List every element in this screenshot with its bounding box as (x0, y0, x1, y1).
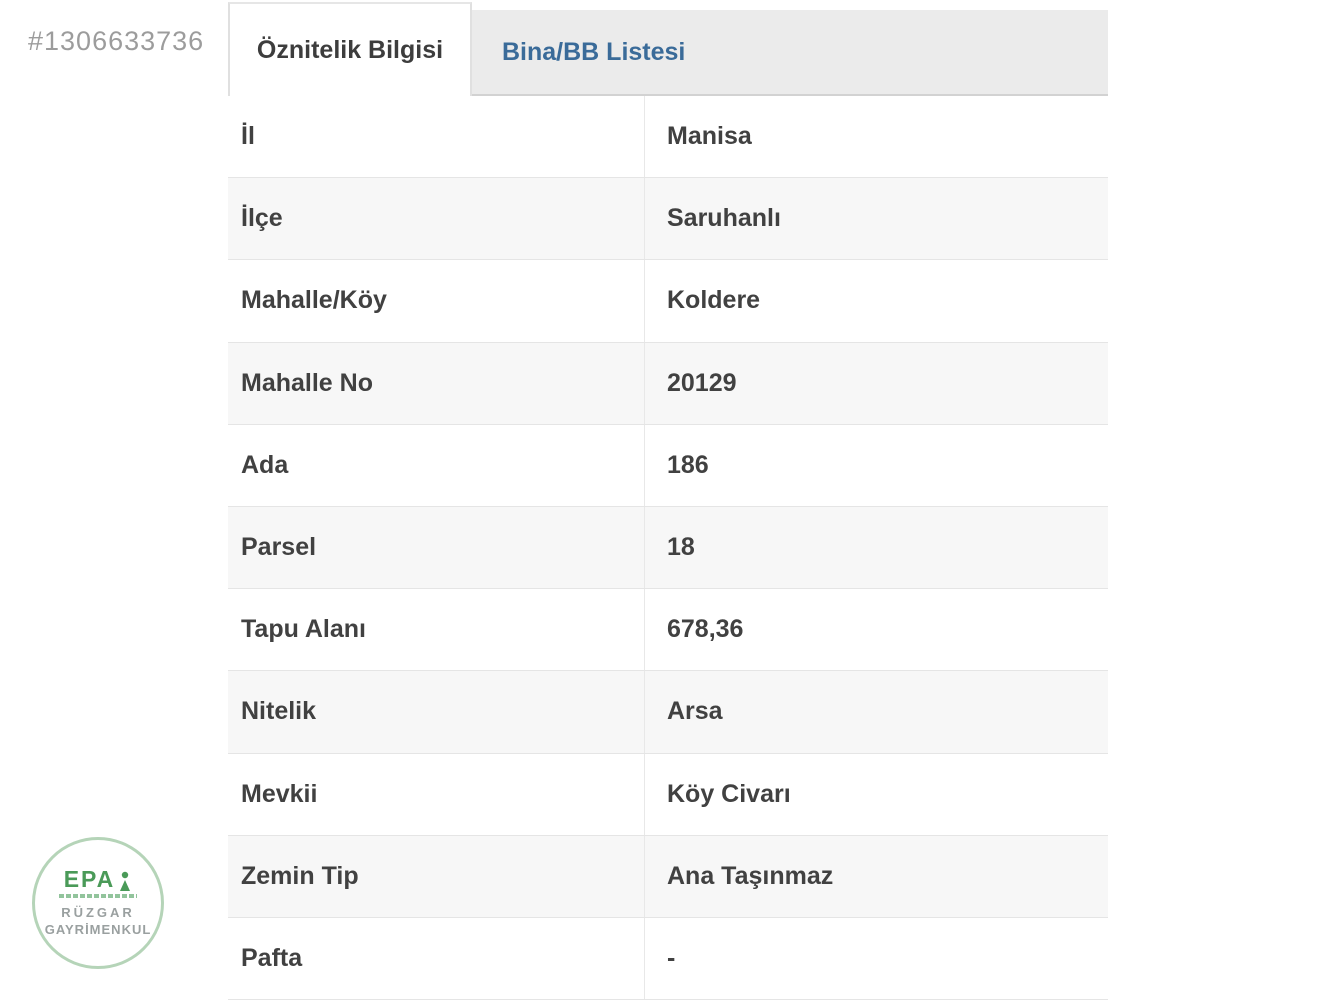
table-row-mevkii: Mevkii Köy Civarı (228, 753, 1108, 836)
row-value: Arsa (667, 697, 723, 726)
row-value: 18 (667, 533, 695, 562)
epa-tagline-line (59, 894, 137, 899)
row-value: 20129 (667, 368, 737, 397)
row-label: Pafta (228, 917, 645, 1000)
table-row-zemin-tip: Zemin Tip Ana Taşınmaz (228, 835, 1108, 918)
tab-oznitelik-bilgisi-label: Öznitelik Bilgisi (256, 35, 444, 64)
table-row-pafta: Pafta - (228, 917, 1108, 1000)
row-label: İl (228, 96, 645, 178)
row-value: Koldere (667, 286, 761, 315)
row-label: Zemin Tip (228, 835, 645, 917)
tab-bina-bb-listesi-label: Bina/BB Listesi (502, 37, 686, 66)
table-row-ada: Ada 186 (228, 424, 1108, 507)
row-value: 678,36 (667, 615, 744, 644)
row-label: Tapu Alanı (228, 589, 645, 671)
table-row-nitelik: Nitelik Arsa (228, 671, 1108, 754)
epa-logo-watermark: EPA RÜZGAR GAYRİMENKUL (32, 837, 164, 969)
row-value: Ana Taşınmaz (667, 861, 834, 890)
attribute-table: İl Manisa İlçe Saruhanlı Mahalle/Köy Kol… (228, 96, 1108, 1000)
person-icon (120, 872, 131, 892)
tab-strip-filler (740, 10, 1108, 96)
row-value: Köy Civarı (667, 779, 791, 808)
tab-oznitelik-bilgisi[interactable]: Öznitelik Bilgisi (228, 2, 472, 96)
table-row-parsel: Parsel 18 (228, 506, 1108, 590)
row-value: Manisa (667, 122, 752, 151)
epa-brand-row: EPA (63, 866, 133, 893)
row-label: Mevkii (228, 753, 645, 835)
row-label: İlçe (228, 178, 645, 260)
table-row-tapu-alani: Tapu Alanı 678,36 (228, 589, 1108, 672)
table-row-ilce: İlçe Saruhanlı (228, 178, 1108, 261)
listing-id-watermark: #1306633736 (28, 26, 205, 56)
row-value: 186 (667, 450, 709, 479)
tab-bina-bb-listesi[interactable]: Bina/BB Listesi (472, 10, 740, 96)
row-label: Nitelik (228, 671, 645, 753)
row-label: Parsel (228, 506, 645, 589)
epa-line1: RÜZGAR (61, 905, 135, 921)
row-value: Saruhanlı (667, 204, 781, 233)
table-row-il: İl Manisa (228, 96, 1108, 179)
epa-brand-text: EPA (63, 866, 116, 893)
row-label: Mahalle/Köy (228, 260, 645, 342)
row-value: - (667, 943, 676, 972)
table-row-mahalle-koy: Mahalle/Köy Koldere (228, 260, 1108, 343)
row-label: Ada (228, 424, 645, 506)
row-label: Mahalle No (228, 342, 645, 424)
epa-line2: GAYRİMENKUL (44, 921, 152, 937)
table-row-mahalle-no: Mahalle No 20129 (228, 342, 1108, 425)
